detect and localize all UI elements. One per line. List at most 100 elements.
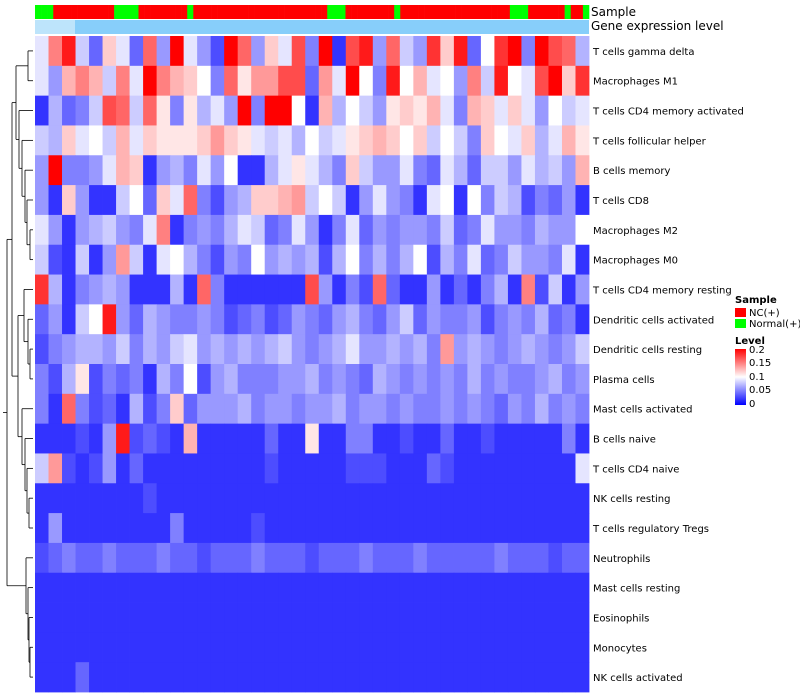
heatmap-cell — [129, 632, 144, 663]
heatmap-cell — [386, 65, 401, 97]
heatmap-cell — [453, 274, 468, 305]
heatmap-cell — [170, 483, 185, 514]
sample-annotation-cell — [515, 5, 523, 19]
heatmap-cell — [197, 453, 212, 484]
heatmap-cell — [494, 304, 509, 335]
sample-annotation-cell — [418, 5, 425, 19]
heatmap-cell — [305, 393, 320, 425]
heatmap-cell — [507, 423, 522, 454]
row-label: Dendritic cells activated — [593, 315, 714, 326]
heatmap-cell — [278, 453, 293, 484]
heatmap-cell — [291, 483, 306, 514]
heatmap-cell — [183, 393, 198, 425]
sample-annotation-cell — [108, 5, 115, 19]
sample-annotation-cell — [248, 5, 255, 19]
heatmap-cell — [89, 274, 103, 305]
heatmap-cell — [224, 155, 239, 186]
heatmap-cell — [453, 125, 468, 156]
heatmap-cell — [143, 304, 158, 335]
heatmap-cell — [75, 453, 90, 484]
heatmap-cell — [332, 364, 347, 395]
legend-normal-label: Normal(+) — [749, 319, 800, 330]
heatmap-cell — [224, 36, 239, 67]
heatmap-cell — [62, 155, 76, 186]
heatmap-cell — [224, 304, 239, 335]
heatmap-cell — [75, 632, 90, 663]
heatmap-cell — [75, 513, 90, 544]
heatmap-cell — [197, 334, 212, 365]
heatmap-cell — [264, 95, 279, 126]
heatmap-cell — [291, 662, 306, 693]
heatmap-cell — [129, 662, 144, 693]
sample-annotation-cell — [241, 5, 249, 19]
heatmap-cell — [102, 36, 117, 67]
heatmap-cell — [224, 542, 239, 574]
heatmap-cell — [399, 125, 414, 156]
sample-annotation-cell — [321, 5, 328, 19]
heatmap-cell — [35, 334, 49, 365]
heatmap-cell — [62, 185, 76, 216]
heatmap-cell — [359, 483, 374, 514]
heatmap-cell — [318, 334, 333, 365]
heatmap-cell — [507, 65, 522, 97]
heatmap-cell — [399, 662, 414, 693]
heatmap-cell — [521, 125, 536, 156]
row-label: B cells memory — [593, 166, 670, 177]
heatmap-cell — [156, 334, 171, 365]
heatmap-cell — [575, 244, 590, 275]
sample-annotation-cell — [412, 5, 419, 19]
heatmap-cell — [237, 423, 252, 454]
row-label: Macrophages M0 — [593, 256, 678, 267]
heatmap-cell — [453, 185, 468, 216]
heatmap-cell — [278, 423, 293, 454]
heatmap-cell — [210, 214, 225, 246]
sample-annotation-cell — [120, 5, 127, 19]
heatmap-cell — [318, 632, 333, 663]
heatmap-cell — [197, 155, 212, 186]
heatmap-cell — [453, 632, 468, 663]
heatmap-cell — [575, 393, 590, 425]
heatmap-cell — [224, 244, 239, 275]
heatmap-cell — [156, 662, 171, 693]
heatmap-cell — [224, 185, 239, 216]
heatmap-cell — [129, 155, 144, 186]
heatmap-cell — [426, 483, 441, 514]
heatmap-cell — [413, 602, 428, 633]
heatmap-cell — [386, 572, 401, 603]
heatmap-cell — [278, 214, 293, 246]
heatmap-cell — [467, 542, 482, 574]
heatmap-cell — [89, 513, 103, 544]
heatmap-cell — [170, 632, 185, 663]
heatmap-cell — [507, 513, 522, 544]
heatmap-cell — [143, 662, 158, 693]
heatmap-cell — [386, 304, 401, 335]
heatmap-cell — [372, 483, 387, 514]
heatmap-cell — [359, 155, 374, 186]
heatmap-cell — [575, 632, 590, 663]
expression-track-bar-start — [35, 20, 75, 34]
heatmap-cell — [48, 334, 63, 365]
heatmap-cell — [521, 662, 536, 693]
heatmap-cell — [318, 125, 333, 156]
heatmap-cell — [507, 95, 522, 126]
heatmap-cell — [251, 572, 266, 603]
sample-annotation-cell — [35, 5, 42, 19]
heatmap-cell — [237, 602, 252, 633]
heatmap-cell — [305, 364, 320, 395]
sample-annotation-cell — [138, 5, 145, 19]
heatmap-cell — [89, 214, 103, 246]
heatmap-cell — [534, 155, 549, 186]
heatmap-cell — [62, 632, 76, 663]
heatmap-cell — [48, 632, 63, 663]
heatmap-cell — [143, 393, 158, 425]
heatmap-cell — [116, 304, 130, 335]
legend-nc-swatch — [735, 308, 746, 317]
heatmap-cell — [359, 364, 374, 395]
heatmap-cell — [534, 125, 549, 156]
heatmap-cell — [143, 155, 158, 186]
heatmap-cell — [372, 602, 387, 633]
heatmap-cell — [453, 572, 468, 603]
heatmap-cell — [291, 364, 306, 395]
heatmap-cell — [548, 214, 563, 246]
heatmap-cell — [345, 95, 360, 126]
